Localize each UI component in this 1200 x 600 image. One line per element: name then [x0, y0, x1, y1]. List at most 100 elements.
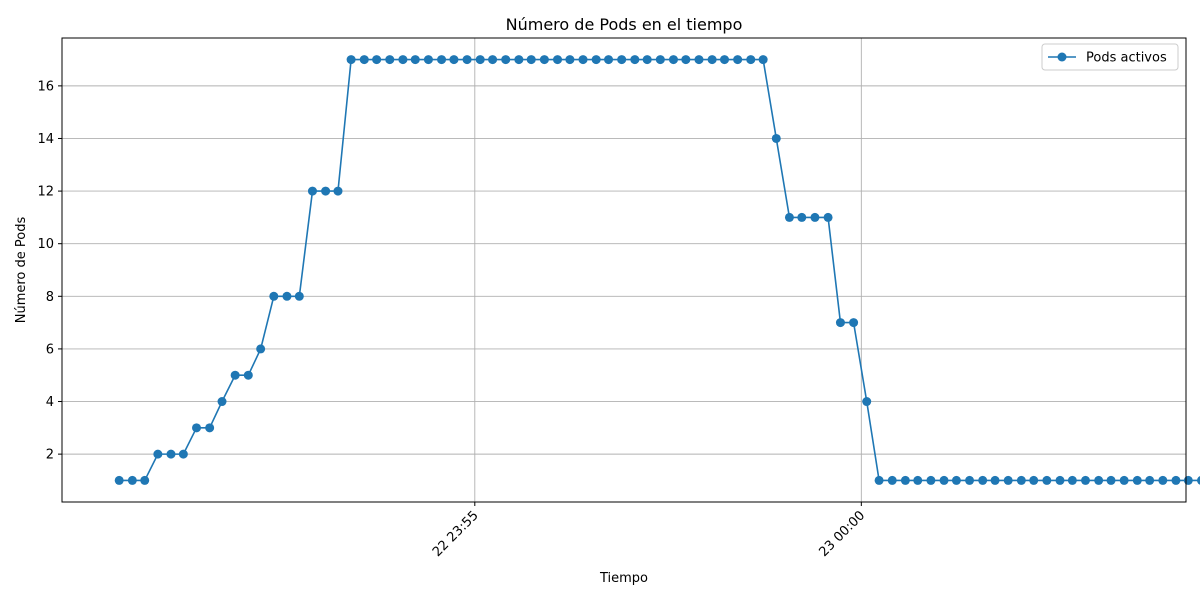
data-point	[346, 55, 356, 65]
data-point	[565, 55, 575, 65]
data-point	[385, 55, 395, 65]
legend-marker	[1057, 52, 1067, 62]
data-point	[410, 55, 420, 65]
data-point	[205, 423, 215, 433]
data-point	[192, 423, 202, 433]
plot-frame	[61, 37, 1187, 503]
legend-box	[1041, 43, 1179, 71]
data-point	[913, 475, 923, 485]
series-layer	[114, 55, 1200, 485]
data-point	[1145, 475, 1155, 485]
data-point	[243, 370, 253, 380]
data-point	[1016, 475, 1026, 485]
data-point	[475, 55, 485, 65]
data-point	[835, 318, 845, 328]
data-point	[230, 370, 240, 380]
data-point	[874, 475, 884, 485]
data-point	[462, 55, 472, 65]
data-point	[1042, 475, 1052, 485]
data-point	[526, 55, 536, 65]
data-point	[771, 133, 781, 143]
legend-label: Pods activos	[1086, 51, 1167, 66]
grid	[62, 38, 1186, 502]
data-point	[668, 55, 678, 65]
data-point	[307, 186, 317, 196]
data-point	[887, 475, 897, 485]
data-point	[1132, 475, 1142, 485]
y-axis-ticks: 2 4 6 8 10 12 14 16	[37, 79, 62, 463]
data-point	[1055, 475, 1065, 485]
data-point	[642, 55, 652, 65]
data-point	[578, 55, 588, 65]
data-point	[746, 55, 756, 65]
data-point	[1081, 475, 1090, 485]
data-point	[797, 212, 807, 222]
data-point	[437, 55, 447, 65]
y-tick-label: 2	[46, 448, 54, 463]
data-point	[720, 55, 729, 65]
data-point	[282, 291, 292, 301]
data-point	[1003, 475, 1013, 485]
data-point	[978, 475, 988, 485]
data-point	[900, 475, 910, 485]
data-point	[604, 55, 614, 65]
data-point	[1158, 475, 1168, 485]
data-point	[423, 55, 433, 65]
data-point	[965, 475, 975, 485]
y-tick-label: 16	[37, 79, 54, 94]
data-point	[140, 475, 150, 485]
data-point	[514, 55, 524, 65]
data-point	[784, 212, 794, 222]
data-point	[707, 55, 717, 65]
data-point	[733, 55, 743, 65]
data-point	[1119, 475, 1129, 485]
data-point	[630, 55, 640, 65]
data-point	[501, 55, 511, 65]
data-point	[1067, 475, 1077, 485]
data-point	[256, 344, 266, 354]
data-point	[372, 55, 382, 65]
data-point	[294, 291, 304, 301]
data-point	[1094, 475, 1104, 485]
data-point	[178, 449, 188, 459]
y-tick-label: 12	[37, 185, 54, 200]
data-point	[321, 186, 331, 196]
data-point	[758, 55, 768, 65]
y-tick-label: 10	[37, 237, 54, 252]
data-point	[1183, 475, 1193, 485]
data-point	[539, 55, 549, 65]
y-tick-label: 8	[46, 290, 54, 305]
data-point	[269, 291, 279, 301]
data-point	[398, 55, 408, 65]
data-point	[655, 55, 665, 65]
data-point	[114, 475, 124, 485]
y-axis-label: Número de Pods	[14, 217, 29, 324]
data-point	[926, 475, 936, 485]
data-point	[1029, 475, 1039, 485]
data-point	[153, 449, 163, 459]
y-tick-label: 14	[37, 132, 54, 147]
data-point	[359, 55, 369, 65]
series-line	[119, 58, 1200, 482]
data-point	[681, 55, 691, 65]
data-point	[217, 397, 227, 407]
data-point	[1171, 475, 1181, 485]
data-point	[862, 397, 872, 407]
data-point	[553, 55, 563, 65]
data-point	[939, 475, 949, 485]
data-point	[810, 212, 820, 222]
data-point	[849, 318, 859, 328]
data-point	[990, 475, 1000, 485]
data-point	[617, 55, 627, 65]
legend: Pods activos	[1041, 43, 1179, 71]
data-point	[449, 55, 459, 65]
data-point	[127, 475, 137, 485]
data-point	[1196, 476, 1200, 485]
data-point	[333, 186, 343, 196]
data-point	[166, 449, 176, 459]
data-point	[488, 55, 498, 65]
data-point	[1106, 475, 1116, 485]
data-point	[694, 55, 704, 65]
